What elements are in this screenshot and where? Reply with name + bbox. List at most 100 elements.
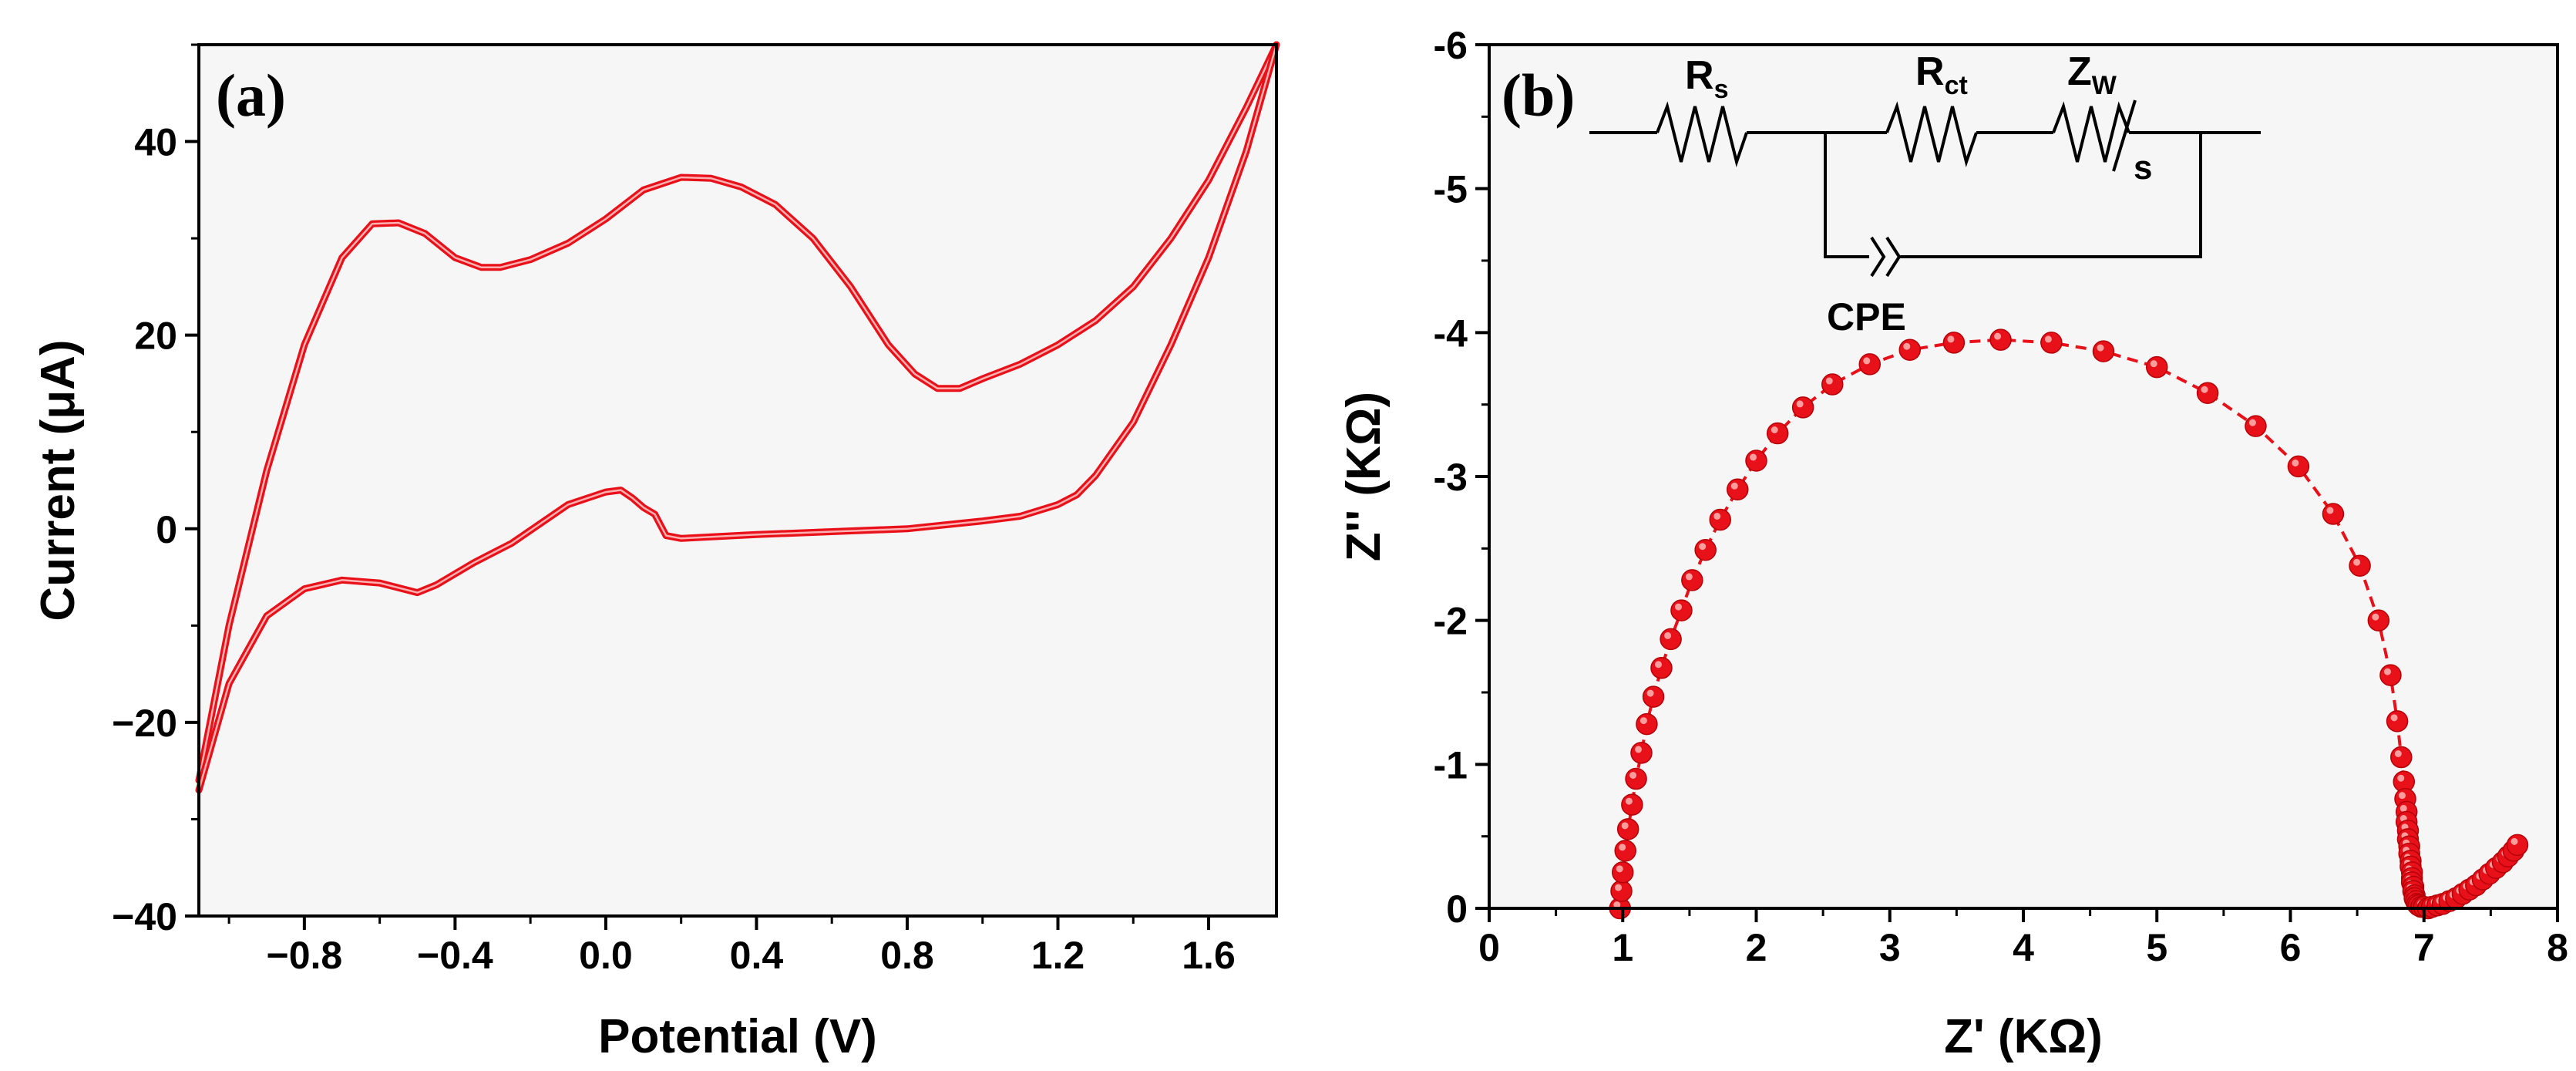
panel-b-nyquist-plot: 0 1 2 3 4 5 6 7 8 0 -1 -2 -3 -4 -5 -6 (b) Z' (KΩ) Z'' … <box>1337 24 2568 1063</box>
x-tick-label: 0.4 <box>730 934 784 977</box>
cv-curves <box>195 41 1280 794</box>
data-point <box>1616 818 1639 840</box>
data-point-highlight <box>2353 558 2361 566</box>
data-point-highlight <box>1771 426 1778 433</box>
data-point <box>2040 332 2063 354</box>
label-rs-main: R <box>1685 53 1714 98</box>
x-axis-title: Z' (KΩ) <box>1944 1010 2103 1063</box>
y-tick-labels: −40 −20 0 20 40 <box>112 121 177 938</box>
data-point <box>1625 767 1647 790</box>
data-point <box>1681 569 1703 591</box>
data-point-highlight <box>1825 377 1833 385</box>
data-point <box>1650 657 1673 679</box>
label-zw: ZW <box>2067 49 2117 100</box>
data-point-highlight <box>1613 901 1621 908</box>
data-point <box>2146 355 2168 379</box>
data-point-highlight <box>2292 459 2299 466</box>
data-point <box>2379 664 2402 686</box>
data-point <box>2287 455 2310 478</box>
x-tick-labels: 0 1 2 3 4 5 6 7 8 <box>1478 926 2568 969</box>
y-tick-label: 20 <box>134 315 177 358</box>
data-point-highlight <box>1616 865 1623 873</box>
x-tick-label: 3 <box>1879 926 1901 969</box>
data-point-highlight <box>1947 335 1955 343</box>
data-point-highlight <box>1796 400 1804 408</box>
plot-area <box>1489 45 2558 908</box>
data-point-highlight <box>1994 332 2002 340</box>
data-point <box>1642 685 1665 708</box>
data-point-highlight <box>1625 797 1633 805</box>
y-tick-label: −40 <box>112 895 177 938</box>
x-tick-label: 6 <box>2280 926 2302 969</box>
x-tick-label: 1.2 <box>1031 934 1085 977</box>
data-point <box>2092 340 2115 362</box>
x-tick-label: 8 <box>2547 926 2568 969</box>
label-zw-suffix: s <box>2134 149 2152 187</box>
data-point-highlight <box>2510 837 2518 845</box>
data-point <box>2196 382 2219 404</box>
x-axis-title: Potential (V) <box>598 1010 877 1063</box>
x-tick-label: 2 <box>1746 926 1767 969</box>
data-point-highlight <box>2248 419 2256 426</box>
x-tick-label: 7 <box>2413 926 2435 969</box>
data-point <box>1630 742 1653 764</box>
data-point-highlight <box>1639 717 1647 725</box>
data-point <box>1612 861 1634 884</box>
data-point <box>2349 554 2371 577</box>
y-tick-label: -3 <box>1434 456 1468 499</box>
data-point <box>1621 793 1643 816</box>
data-point <box>1858 353 1882 376</box>
data-point-highlight <box>1646 689 1654 697</box>
data-point <box>2322 503 2345 525</box>
y-tick-label: -6 <box>1434 24 1468 67</box>
data-point-highlight <box>1619 844 1626 851</box>
data-point <box>1766 422 1789 445</box>
label-rct-main: R <box>1915 49 1945 94</box>
y-tick-label: 40 <box>134 121 177 164</box>
data-point-highlight <box>1863 357 1871 365</box>
x-tick-labels: −0.8 −0.4 0.0 0.4 0.8 1.2 1.6 <box>267 934 1236 977</box>
data-point-highlight <box>2097 344 2104 352</box>
label-cpe: CPE <box>1827 295 1906 338</box>
y-tick-label: 0 <box>156 508 177 551</box>
y-tick-label: -4 <box>1434 312 1468 355</box>
panel-label-a: (a) <box>216 62 286 129</box>
data-point <box>1709 508 1731 531</box>
data-point-highlight <box>1664 631 1672 639</box>
data-point-highlight <box>1615 884 1623 891</box>
panel-label-b: (b) <box>1502 62 1575 129</box>
data-point-highlight <box>1629 772 1637 779</box>
equivalent-circuit-inset: Rs Rct ZW s CPE <box>1589 49 2261 338</box>
y-axis-title: Current (μA) <box>32 339 85 621</box>
data-point-highlight <box>2326 507 2334 514</box>
data-point-highlight <box>2394 750 2402 757</box>
label-rct: Rct <box>1915 49 1968 100</box>
label-zw-main: Z <box>2067 49 2092 94</box>
data-point <box>2386 710 2409 733</box>
data-point-highlight <box>1685 573 1693 581</box>
x-tick-label: −0.8 <box>267 934 343 977</box>
warburg-zw-icon <box>2052 101 2130 163</box>
data-point-highlight <box>1674 603 1682 611</box>
data-point <box>1670 599 1693 621</box>
label-rs: Rs <box>1685 53 1728 104</box>
data-point <box>2245 415 2267 437</box>
resistor-rs-icon <box>1656 101 1748 168</box>
y-tick-label: -2 <box>1434 600 1468 643</box>
y-tick-label: −20 <box>112 702 177 745</box>
data-point-highlight <box>2201 386 2208 393</box>
x-tick-label: −0.4 <box>417 934 493 977</box>
y-tick-label: -1 <box>1434 743 1468 786</box>
data-point-highlight <box>1621 822 1629 830</box>
y-tick-label: -5 <box>1434 168 1468 211</box>
data-point-highlight <box>1713 513 1721 520</box>
data-point-highlight <box>2372 613 2379 621</box>
x-tick-label: 0.8 <box>880 934 934 977</box>
plot-area <box>199 45 1276 916</box>
label-rct-sub: ct <box>1945 71 1968 100</box>
data-point-highlight <box>2383 668 2391 675</box>
x-tick-label: 1 <box>1612 926 1633 969</box>
plot-frame <box>197 43 1278 918</box>
data-point-highlight <box>1903 342 1911 350</box>
